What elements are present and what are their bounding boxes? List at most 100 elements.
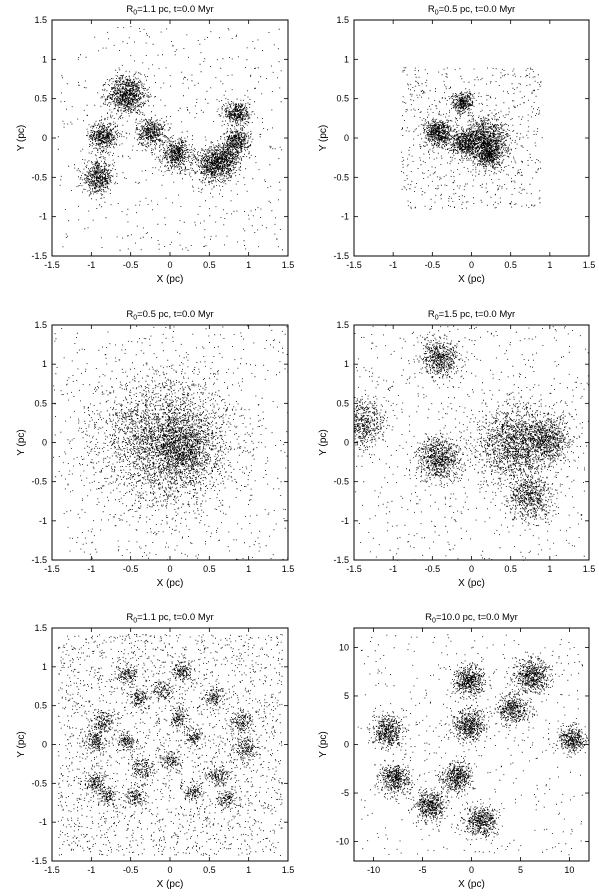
x-tick-label: 1.5 [282,564,295,574]
x-tick-label: 1 [246,564,251,574]
y-tick-label: 5 [344,691,349,701]
x-tick-label: -0.5 [425,260,441,270]
chart-title: R0=0.5 pc, t=0.0 Myr [126,309,213,322]
star-point [57,634,283,856]
x-tick-label: -0.5 [425,564,441,574]
y-tick-label: -0.5 [31,172,47,182]
title-subscript: 0 [133,10,137,17]
star-point [57,26,284,251]
x-tick-label: 1 [547,260,552,270]
x-tick-label: 0.5 [203,865,216,875]
y-tick-label: 0 [42,740,47,750]
y-tick-label: 1.5 [336,320,349,330]
y-tick-label: 0.5 [336,398,349,408]
star-points [57,634,283,856]
x-tick-label: 1.5 [583,564,596,574]
x-axis-label: X (pc) [458,274,485,285]
y-tick-label: -1 [39,817,47,827]
y-tick-label: 1.5 [34,15,47,25]
y-tick-label: 0.5 [336,94,349,104]
title-main: R [126,309,133,320]
y-tick-label: 0 [344,438,349,448]
x-tick-label: -1 [87,564,95,574]
x-tick-label: -0.5 [123,260,139,270]
y-tick-label: 1.5 [336,15,349,25]
x-tick-label: 5 [518,865,523,875]
x-axis-label: X (pc) [157,578,184,589]
x-tick-label: 0.5 [203,564,216,574]
plot-frame [353,324,590,561]
y-tick-label: -10 [336,837,349,847]
y-tick-label: -1.5 [333,555,349,565]
x-tick-label: 1 [246,865,251,875]
x-tick-label: 0.5 [203,260,216,270]
y-tick-label: -0.5 [333,477,349,487]
x-tick-label: 1.5 [282,865,295,875]
x-tick-label: 0.5 [504,564,517,574]
y-tick-label: 0 [344,740,349,750]
star-points [53,325,289,561]
x-tick-label: 1.5 [583,260,596,270]
y-axis-label: Y (pc) [16,731,27,758]
y-tick-label: 1 [42,359,47,369]
x-axis-label: X (pc) [458,578,485,589]
title-rest: =1.1 pc, t=0.0 Myr [137,612,214,623]
y-tick-label: 0.5 [34,94,47,104]
y-tick-label: -1.5 [31,555,47,565]
title-subscript: 0 [435,10,439,17]
star-point [357,634,590,856]
x-tick-label: 0 [167,865,172,875]
x-tick-label: -0.5 [123,865,139,875]
y-tick-label: -1 [39,516,47,526]
x-tick-label: -1.5 [346,564,362,574]
x-tick-label: 0 [469,865,474,875]
star-points [354,325,590,561]
title-main: R [428,4,435,15]
x-tick-label: -1.5 [44,564,60,574]
y-tick-label: -0.5 [333,172,349,182]
y-tick-label: 1 [42,662,47,672]
y-axis-label: Y (pc) [318,429,329,456]
x-tick-label: 1 [246,260,251,270]
title-subscript: 0 [133,315,137,322]
y-tick-label: 0 [344,133,349,143]
title-main: R [126,612,133,623]
star-point [354,325,590,561]
y-axis-label: Y (pc) [16,125,27,152]
x-axis-label: X (pc) [458,879,485,890]
panel-4: -1.5 -1 -0.5 0 0.5 1 1.5 -1.5 -1 -0.5 0 0.5 1 1.5 X (p… [318,309,595,589]
x-tick-label: -10 [367,865,380,875]
x-tick-label: 0 [167,564,172,574]
x-tick-label: 0.5 [504,260,517,270]
x-tick-label: -1.5 [44,865,60,875]
x-tick-label: -1 [87,260,95,270]
y-tick-label: -1.5 [333,251,349,261]
y-tick-label: -1 [341,516,349,526]
star-points [57,26,284,251]
y-tick-label: -1 [341,212,349,222]
x-tick-label: -1 [389,564,397,574]
y-axis-label: Y (pc) [318,731,329,758]
y-tick-label: 0.5 [34,701,47,711]
chart-title: R0=10.0 pc, t=0.0 Myr [425,612,518,625]
x-tick-label: -5 [419,865,427,875]
x-tick-label: 1 [547,564,552,574]
title-rest: =0.5 pc, t=0.0 Myr [439,4,516,15]
chart-title: R0=0.5 pc, t=0.0 Myr [428,4,515,17]
chart-title: R0=1.1 pc, t=0.0 Myr [126,612,213,625]
y-tick-label: -0.5 [31,778,47,788]
title-rest: =1.1 pc, t=0.0 Myr [137,4,214,15]
x-tick-label: -0.5 [123,564,139,574]
title-main: R [428,309,435,320]
title-main: R [126,4,133,15]
x-tick-label: 1.5 [282,260,295,270]
star-point [53,325,289,561]
chart-title: R0=1.5 pc, t=0.0 Myr [428,309,515,322]
y-tick-label: -5 [341,788,349,798]
y-tick-label: 1.5 [34,320,47,330]
title-rest: =1.5 pc, t=0.0 Myr [439,309,516,320]
y-tick-label: -0.5 [31,477,47,487]
